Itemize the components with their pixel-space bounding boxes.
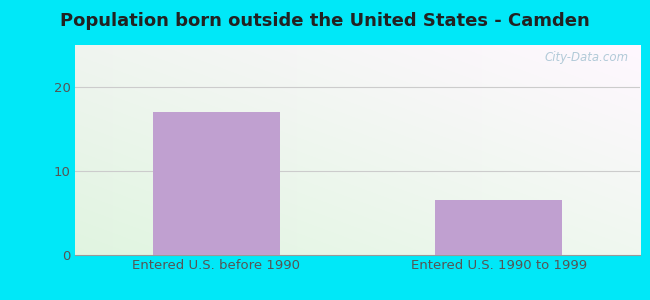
Bar [153,112,280,255]
Text: City-Data.com: City-Data.com [545,51,629,64]
Bar [436,200,562,255]
Text: Population born outside the United States - Camden: Population born outside the United State… [60,12,590,30]
